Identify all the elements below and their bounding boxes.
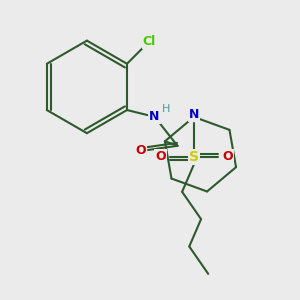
Text: O: O bbox=[222, 150, 233, 164]
Text: O: O bbox=[155, 150, 166, 164]
Text: Cl: Cl bbox=[142, 35, 156, 48]
Text: N: N bbox=[189, 108, 199, 121]
Text: S: S bbox=[189, 150, 199, 164]
Text: H: H bbox=[162, 104, 170, 114]
Text: N: N bbox=[149, 110, 160, 123]
Text: O: O bbox=[135, 143, 146, 157]
